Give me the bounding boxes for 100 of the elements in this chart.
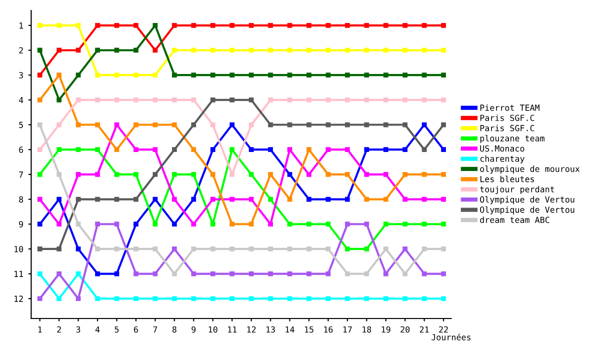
point [76, 122, 81, 128]
point [402, 246, 408, 252]
y-tick-label: 3 [19, 72, 23, 78]
point [287, 22, 292, 28]
y-tick-label: 12 [14, 296, 23, 302]
point [326, 296, 331, 302]
point [383, 196, 388, 202]
legend-label: Les bleutes [480, 176, 534, 182]
point [56, 122, 62, 128]
point [248, 97, 254, 102]
point [191, 172, 196, 177]
point [326, 222, 331, 227]
point [248, 122, 254, 128]
point [268, 296, 273, 302]
point [210, 122, 216, 128]
point [402, 72, 408, 78]
point [344, 48, 350, 53]
point [383, 271, 388, 276]
point [152, 222, 158, 227]
point [422, 97, 427, 102]
point [422, 296, 427, 302]
point [37, 48, 42, 53]
point [230, 72, 234, 78]
point [441, 22, 446, 28]
point [441, 97, 446, 102]
point [134, 222, 138, 227]
point [364, 296, 370, 302]
point [326, 147, 331, 152]
point [326, 72, 331, 78]
point [402, 271, 408, 276]
point [76, 296, 81, 302]
point [56, 172, 62, 177]
point [210, 147, 216, 152]
point [441, 196, 446, 202]
point [95, 196, 100, 202]
point [191, 48, 196, 53]
point [344, 147, 350, 152]
point [114, 22, 120, 28]
point [134, 246, 138, 252]
point [344, 271, 350, 276]
point [402, 147, 408, 152]
point [268, 72, 273, 78]
point [95, 147, 100, 152]
point [37, 147, 42, 152]
point [344, 296, 350, 302]
point [134, 48, 138, 53]
legend-label: olympique de mouroux [480, 166, 580, 174]
point [306, 271, 312, 276]
point [172, 246, 177, 252]
point [364, 147, 370, 152]
x-tick-label: 13 [266, 326, 275, 333]
point [152, 22, 158, 28]
point [230, 22, 234, 28]
point [364, 271, 370, 276]
point [230, 147, 234, 152]
point [402, 122, 408, 128]
point [383, 172, 388, 177]
point [248, 172, 254, 177]
point [402, 222, 408, 227]
point [114, 48, 120, 53]
point [191, 222, 196, 227]
point [191, 147, 196, 152]
point [306, 147, 312, 152]
x-tick-label: 5 [114, 326, 119, 333]
point [306, 222, 312, 227]
point [248, 48, 254, 53]
x-tick-label: 9 [192, 326, 196, 333]
point [441, 72, 446, 78]
point [152, 296, 158, 302]
x-axis-title: Journées [432, 334, 470, 340]
point [210, 222, 216, 227]
point [441, 147, 446, 152]
point [402, 22, 408, 28]
point [210, 72, 216, 78]
point [152, 122, 158, 128]
x-tick-label: 8 [172, 326, 176, 333]
point [287, 97, 292, 102]
point [344, 222, 350, 227]
point [76, 271, 81, 276]
point [114, 122, 120, 128]
point [344, 172, 350, 177]
point [230, 48, 234, 53]
point [114, 196, 120, 202]
point [172, 172, 177, 177]
y-tick-label: 9 [19, 221, 23, 228]
point [248, 72, 254, 78]
point [268, 97, 273, 102]
point [248, 246, 254, 252]
x-tick-label: 6 [134, 326, 138, 333]
point [210, 172, 216, 177]
point [326, 172, 331, 177]
point [306, 172, 312, 177]
x-tick-label: 15 [304, 326, 314, 333]
point [402, 196, 408, 202]
point [364, 196, 370, 202]
x-tick-label: 17 [343, 326, 352, 333]
point [172, 271, 177, 276]
point [402, 172, 408, 177]
point [37, 246, 42, 252]
point [152, 196, 158, 202]
